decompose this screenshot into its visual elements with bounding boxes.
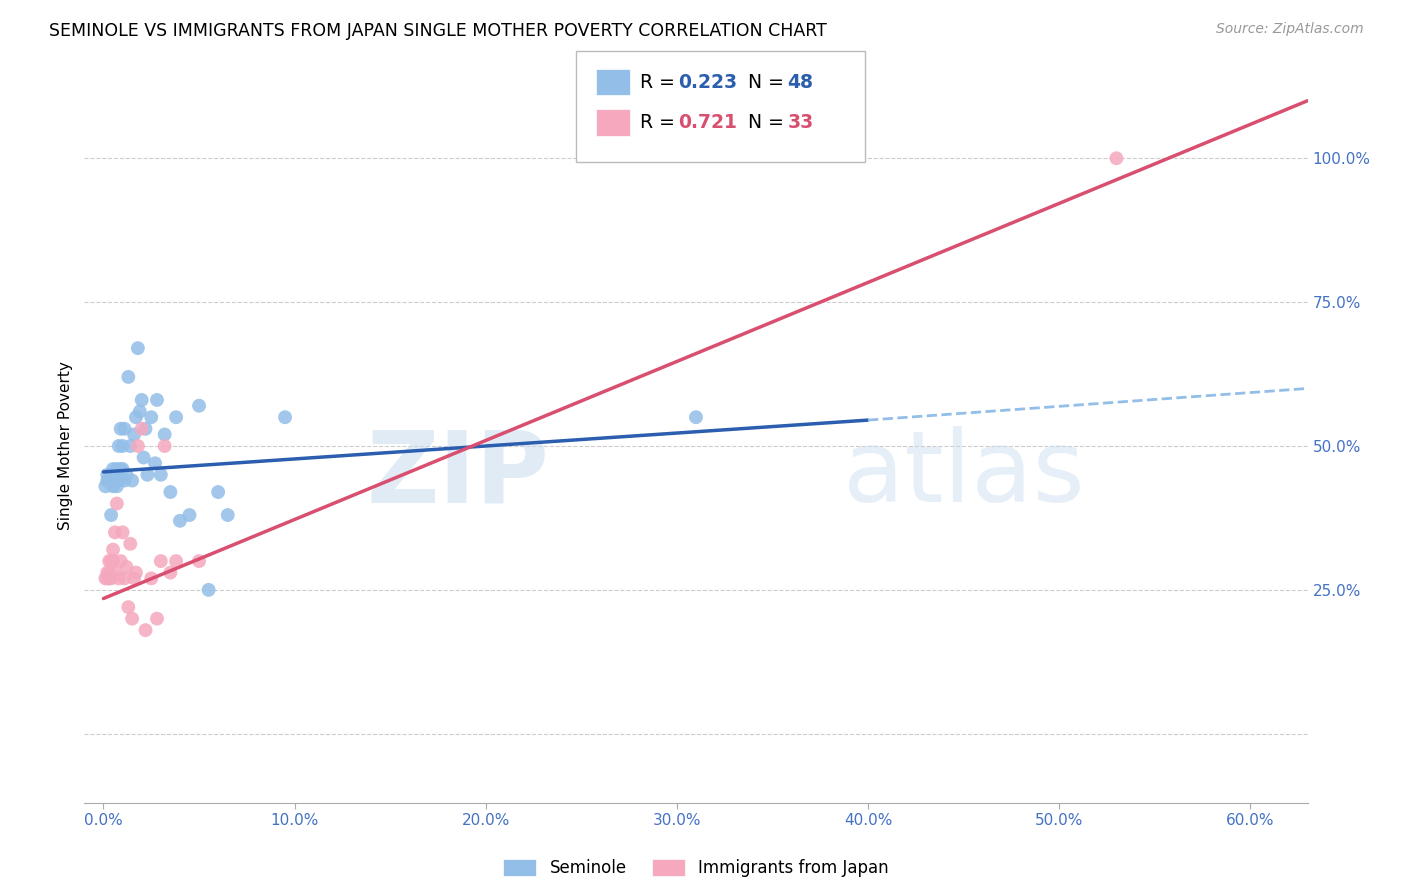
Point — [107, 474, 129, 488]
Point — [98, 566, 121, 580]
Point — [96, 566, 118, 580]
Point — [101, 542, 124, 557]
Text: 48: 48 — [787, 72, 813, 92]
Text: Source: ZipAtlas.com: Source: ZipAtlas.com — [1216, 22, 1364, 37]
Point — [110, 554, 132, 568]
Point — [94, 571, 117, 585]
Point — [136, 467, 159, 482]
Y-axis label: Single Mother Poverty: Single Mother Poverty — [58, 361, 73, 531]
Text: N =: N = — [730, 112, 790, 132]
Text: SEMINOLE VS IMMIGRANTS FROM JAPAN SINGLE MOTHER POVERTY CORRELATION CHART: SEMINOLE VS IMMIGRANTS FROM JAPAN SINGLE… — [49, 22, 827, 40]
Point — [110, 422, 132, 436]
Point — [135, 623, 157, 637]
Point — [120, 439, 142, 453]
Point — [685, 410, 707, 425]
Point — [121, 612, 143, 626]
Point — [107, 571, 129, 585]
Point — [153, 427, 176, 442]
Legend: Seminole, Immigrants from Japan: Seminole, Immigrants from Japan — [496, 852, 896, 884]
Point — [127, 439, 149, 453]
Point — [98, 554, 121, 568]
Point — [114, 422, 136, 436]
Point — [135, 422, 157, 436]
Point — [104, 467, 127, 482]
Point — [101, 479, 124, 493]
Point — [111, 462, 134, 476]
Point — [149, 467, 172, 482]
Point — [125, 566, 148, 580]
Point — [94, 479, 117, 493]
Point — [115, 467, 138, 482]
Point — [100, 554, 122, 568]
Point — [165, 410, 187, 425]
Text: N =: N = — [730, 72, 790, 92]
Point — [122, 427, 145, 442]
Point — [101, 554, 124, 568]
Point — [107, 439, 129, 453]
Point — [165, 554, 187, 568]
Text: 0.721: 0.721 — [678, 112, 737, 132]
Point — [100, 571, 122, 585]
Point — [143, 456, 166, 470]
Point — [104, 474, 127, 488]
Point — [207, 485, 229, 500]
Point — [120, 537, 142, 551]
Point — [217, 508, 239, 522]
Point — [105, 497, 128, 511]
Point — [105, 479, 128, 493]
Point — [188, 554, 211, 568]
Point — [122, 571, 145, 585]
Text: 33: 33 — [787, 112, 814, 132]
Point — [100, 508, 122, 522]
Point — [131, 422, 153, 436]
Point — [110, 462, 132, 476]
Point — [159, 566, 181, 580]
Point — [121, 474, 143, 488]
Point — [101, 462, 124, 476]
Text: ZIP: ZIP — [367, 426, 550, 523]
Point — [111, 439, 134, 453]
Text: atlas: atlas — [842, 426, 1084, 523]
Point — [98, 571, 121, 585]
Text: 0.223: 0.223 — [678, 72, 737, 92]
Point — [117, 600, 139, 615]
Point — [98, 474, 121, 488]
Point — [114, 571, 136, 585]
Point — [179, 508, 201, 522]
Point — [104, 525, 127, 540]
Point — [111, 525, 134, 540]
Point — [146, 392, 169, 407]
Point — [1105, 151, 1128, 165]
Point — [115, 559, 138, 574]
Point — [169, 514, 191, 528]
Point — [117, 370, 139, 384]
Point — [128, 404, 150, 418]
Point — [114, 474, 136, 488]
Point — [100, 467, 122, 482]
Point — [188, 399, 211, 413]
Point — [96, 474, 118, 488]
Point — [96, 467, 118, 482]
Point — [96, 571, 118, 585]
Point — [149, 554, 172, 568]
Point — [105, 462, 128, 476]
Point — [274, 410, 297, 425]
Point — [131, 392, 153, 407]
Point — [146, 612, 169, 626]
Point — [125, 410, 148, 425]
Point — [141, 410, 163, 425]
Text: R =: R = — [640, 72, 681, 92]
Point — [153, 439, 176, 453]
Point — [197, 582, 219, 597]
Point — [132, 450, 155, 465]
Point — [141, 571, 163, 585]
Text: R =: R = — [640, 112, 681, 132]
Point — [159, 485, 181, 500]
Point — [127, 341, 149, 355]
Point — [104, 566, 127, 580]
